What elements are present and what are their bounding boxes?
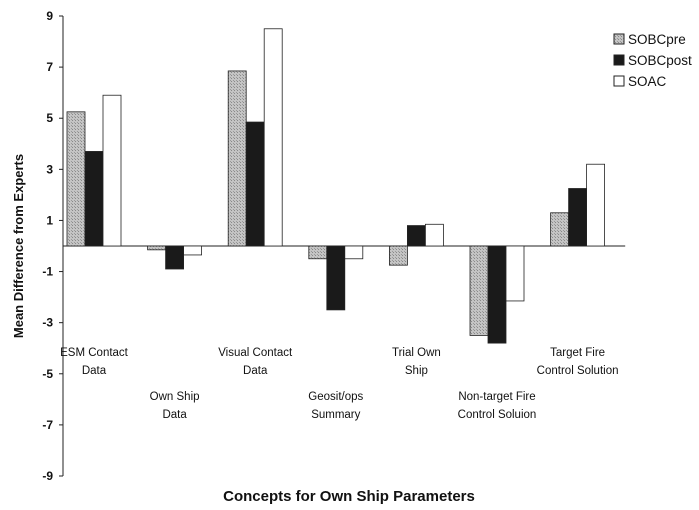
y-tick-label: 3 xyxy=(46,162,53,176)
legend-label: SOAC xyxy=(628,74,667,89)
x-axis-title: Concepts for Own Ship Parameters xyxy=(223,488,475,505)
legend: SOBCpre SOBCpost SOAC xyxy=(613,32,692,89)
bar-soac-0 xyxy=(102,94,122,247)
bar-soac-1 xyxy=(183,245,203,256)
y-tick-label: 5 xyxy=(46,111,53,125)
bar-sobcpost-0 xyxy=(84,151,104,247)
bar-sobcpre-1 xyxy=(147,245,167,251)
bar-sobcpost-1 xyxy=(165,245,185,270)
category-label: Control Solution xyxy=(537,365,619,377)
bar-sobcpre-3 xyxy=(308,245,328,260)
bar-sobcpre-2 xyxy=(227,70,247,247)
legend-swatch-soac xyxy=(613,75,625,87)
category-label: Data xyxy=(82,365,107,377)
category-labels: ESM Contact Data Own Ship Data Visual Contac… xyxy=(60,347,618,421)
bar-soac-3 xyxy=(344,245,364,260)
bar-sobcpre-6 xyxy=(550,212,569,247)
category-label: Summary xyxy=(311,409,360,421)
y-tick-label: 9 xyxy=(46,9,53,23)
category-label: Ship xyxy=(405,365,428,377)
bar-soac-2 xyxy=(263,28,283,247)
y-tick-label: -3 xyxy=(42,316,53,330)
category-label: Visual Contact xyxy=(218,347,293,359)
y-tick-label: -9 xyxy=(42,469,53,483)
legend-label: SOBCpost xyxy=(628,53,692,68)
legend-swatch-sobcpre xyxy=(613,33,625,45)
y-tick-label: -5 xyxy=(42,367,53,381)
category-label: Control Soluion xyxy=(458,409,537,421)
bar-sobcpost-6 xyxy=(568,188,587,247)
bar-sobcpost-3 xyxy=(326,245,346,311)
bar-sobcpost-5 xyxy=(487,245,507,344)
y-tick-label: -1 xyxy=(42,265,53,279)
bar-soac-6 xyxy=(586,163,605,247)
bar-soac-4 xyxy=(424,223,444,247)
y-axis-title: Mean Difference from Experts xyxy=(11,154,26,338)
y-tick-label: -7 xyxy=(42,418,53,432)
bar-sobcpre-5 xyxy=(469,245,489,336)
bars-group xyxy=(66,28,605,344)
category-label: Data xyxy=(243,365,268,377)
category-label: Geosit/ops xyxy=(308,391,363,403)
bar-soac-5 xyxy=(505,245,525,302)
category-label: Data xyxy=(162,409,187,421)
category-label: Own Ship xyxy=(150,391,200,403)
bar-sobcpre-0 xyxy=(66,111,86,247)
category-label: Trial Own xyxy=(392,347,441,359)
legend-label: SOBCpre xyxy=(628,32,686,47)
y-tick-label: 7 xyxy=(46,60,53,74)
legend-swatch-sobcpost xyxy=(613,54,625,66)
category-label: ESM Contact xyxy=(60,347,129,359)
bar-sobcpost-2 xyxy=(245,121,265,247)
category-label: Target Fire xyxy=(550,347,605,359)
category-label: Non-target Fire xyxy=(458,391,535,403)
bar-sobcpre-4 xyxy=(388,245,408,266)
bar-sobcpost-4 xyxy=(406,225,426,247)
y-tick-label: 1 xyxy=(46,213,53,227)
